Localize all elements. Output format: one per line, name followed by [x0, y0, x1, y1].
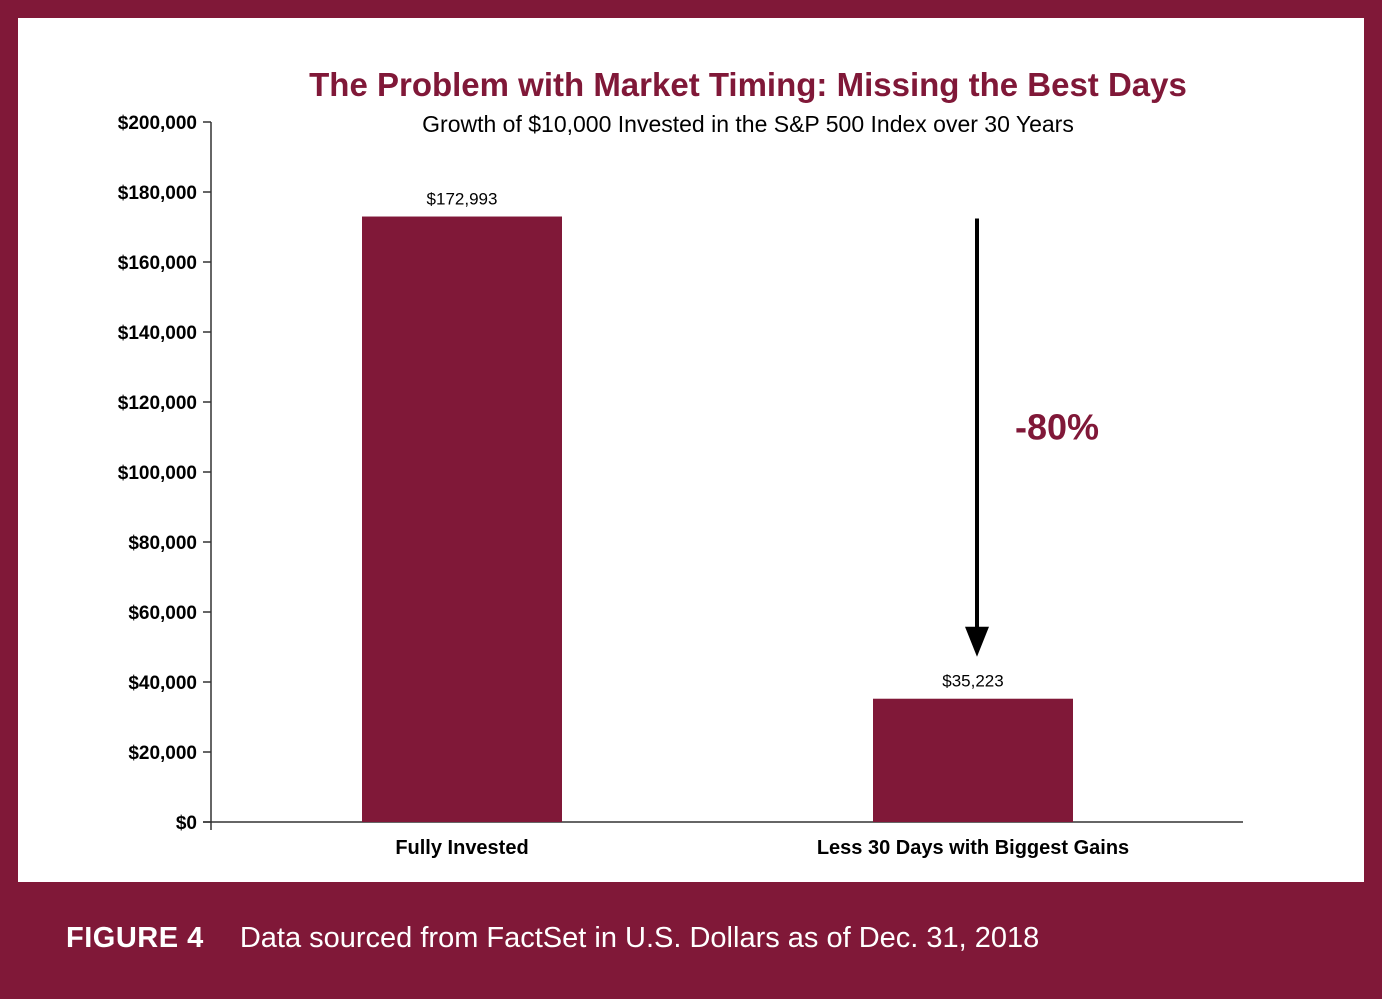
- annotation: -80%: [965, 218, 1099, 657]
- arrow-head: [965, 626, 989, 657]
- y-tick-label: $20,000: [128, 743, 197, 764]
- chart-title: The Problem with Market Timing: Missing …: [309, 66, 1187, 103]
- figure-label: FIGURE 4: [66, 922, 204, 954]
- y-tick-label: $80,000: [128, 533, 197, 554]
- y-tick-label: $180,000: [118, 183, 197, 204]
- bar: [362, 216, 562, 822]
- y-tick-label: $160,000: [118, 253, 197, 274]
- x-tick-label: Less 30 Days with Biggest Gains: [817, 837, 1129, 859]
- bar-chart: The Problem with Market Timing: Missing …: [118, 66, 1243, 859]
- change-percent-label: -80%: [1015, 407, 1099, 448]
- bars: $172,993 Fully Invested $35,223 Less 30 Day…: [362, 190, 1129, 859]
- y-tick-label: $60,000: [128, 603, 197, 624]
- y-tick-label: $200,000: [118, 113, 197, 134]
- y-tick-label: $120,000: [118, 393, 197, 414]
- chart-subtitle: Growth of $10,000 Invested in the S&P 50…: [422, 111, 1074, 137]
- chart-panel: The Problem with Market Timing: Missing …: [18, 18, 1364, 882]
- bar: [873, 698, 1073, 822]
- y-tick-label: $40,000: [128, 673, 197, 694]
- y-tick-label: $0: [176, 813, 197, 834]
- axes: $0 $20,000 $40,000 $60,000 $80,000 $100,000 $1…: [118, 113, 1243, 834]
- source-note: Data sourced from FactSet in U.S. Dollar…: [239, 922, 1040, 954]
- figure-caption: FIGURE 4 Data sourced from FactSet in U.…: [66, 922, 1039, 955]
- data-label: $172,993: [427, 190, 498, 209]
- y-tick-label: $100,000: [118, 463, 197, 484]
- data-label: $35,223: [942, 672, 1003, 691]
- y-tick-label: $140,000: [118, 323, 197, 344]
- x-tick-label: Fully Invested: [395, 837, 528, 859]
